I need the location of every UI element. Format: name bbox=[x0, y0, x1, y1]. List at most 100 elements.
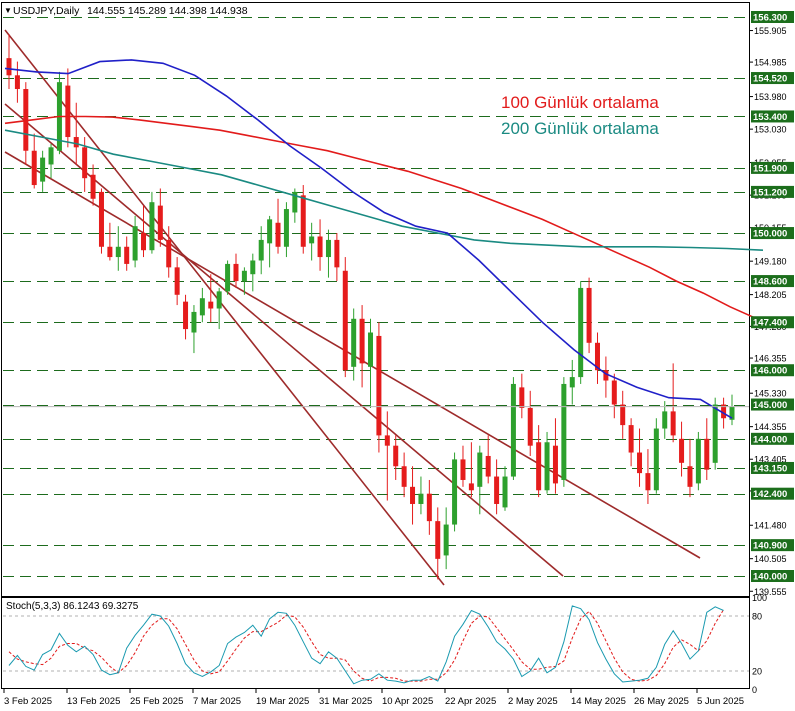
level-badge-label: 143.150 bbox=[753, 463, 787, 474]
stoch-tick-label: 80 bbox=[752, 612, 762, 622]
channel-line bbox=[4, 29, 445, 586]
price-tick-label: 148.205 bbox=[754, 290, 787, 300]
candle-body bbox=[191, 311, 197, 333]
candle-body bbox=[31, 150, 37, 186]
time-tick-label: 2 May 2025 bbox=[508, 696, 558, 707]
price-tick-label: 153.980 bbox=[754, 92, 787, 102]
main-chart-panel bbox=[1, 2, 750, 597]
time-tick-label: 31 Mar 2025 bbox=[319, 696, 372, 707]
level-badge-label: 140.000 bbox=[753, 572, 787, 583]
candles bbox=[6, 34, 735, 580]
candle-body bbox=[250, 260, 256, 275]
level-badge bbox=[751, 110, 794, 123]
stoch-tick-label: 100 bbox=[752, 593, 767, 603]
candle-body bbox=[477, 452, 483, 487]
candle-body bbox=[569, 377, 575, 388]
level-badge-label: 154.520 bbox=[753, 74, 787, 85]
time-tick-label: 25 Feb 2025 bbox=[130, 696, 183, 707]
collapse-arrow-icon[interactable]: ▼ bbox=[4, 6, 12, 15]
level-badge bbox=[751, 432, 794, 445]
symbol-label: USDJPY,Daily bbox=[13, 5, 80, 17]
time-tick-label: 3 Feb 2025 bbox=[4, 696, 52, 707]
candle-body bbox=[687, 466, 693, 487]
candle-body bbox=[611, 380, 617, 405]
price-tick-label: 144.355 bbox=[754, 422, 787, 432]
candle-body bbox=[645, 473, 651, 491]
candle-body bbox=[115, 246, 121, 258]
candle-body bbox=[494, 476, 500, 504]
candle-body bbox=[325, 239, 331, 258]
level-badge-label: 147.400 bbox=[753, 318, 787, 329]
candle-body bbox=[662, 411, 668, 429]
time-tick-label: 22 Apr 2025 bbox=[445, 696, 496, 707]
ohlc-values: 144.555 145.289 144.398 144.938 bbox=[87, 5, 248, 17]
candle-body bbox=[14, 75, 20, 90]
candle-body bbox=[267, 219, 273, 244]
stoch-axis: 100 80 20 0 bbox=[752, 593, 767, 695]
candle-body bbox=[132, 226, 138, 261]
candle-body bbox=[460, 459, 466, 480]
candle-body bbox=[65, 85, 71, 138]
ma200-annotation: 200 Günlük ortalama bbox=[501, 119, 659, 138]
candle-body bbox=[166, 239, 172, 268]
candle-body bbox=[149, 202, 155, 251]
price-tick-label: 140.505 bbox=[754, 554, 787, 564]
level-badge bbox=[751, 227, 794, 240]
candle-body bbox=[637, 452, 643, 474]
price-tick-label: 149.180 bbox=[754, 257, 787, 267]
level-badge-label: 146.000 bbox=[753, 366, 787, 377]
candle-body bbox=[670, 411, 676, 436]
candle-body bbox=[73, 137, 79, 148]
ma100-line bbox=[4, 115, 758, 320]
horizontal-levels bbox=[3, 17, 749, 577]
price-tick-label: 146.355 bbox=[754, 354, 787, 364]
stoch-tick-label: 20 bbox=[752, 667, 762, 677]
candle-body bbox=[594, 342, 600, 371]
stoch-k-line bbox=[8, 605, 724, 685]
level-badge bbox=[751, 570, 794, 582]
candle-body bbox=[90, 174, 96, 199]
stoch-title: Stoch(5,3,3) 86.1243 69.3275 bbox=[6, 601, 139, 612]
stoch-lines bbox=[3, 605, 749, 685]
candle-body bbox=[216, 291, 222, 309]
candle-body bbox=[98, 191, 104, 247]
candle-body bbox=[435, 521, 441, 559]
candle-body bbox=[653, 428, 659, 491]
level-badge-label: 142.400 bbox=[753, 489, 787, 500]
time-tick-label: 13 Feb 2025 bbox=[67, 696, 120, 707]
candle-body bbox=[342, 270, 348, 371]
candle-body bbox=[107, 246, 113, 258]
candle-body bbox=[729, 406, 735, 420]
candle-body bbox=[384, 435, 390, 446]
level-badge-label: 145.000 bbox=[753, 400, 787, 411]
level-badge-label: 148.600 bbox=[753, 277, 787, 288]
candle-body bbox=[721, 404, 727, 419]
candle-body bbox=[561, 383, 567, 480]
candle-body bbox=[82, 147, 88, 179]
candle-body bbox=[393, 445, 399, 467]
candle-body bbox=[620, 404, 626, 426]
level-badges: 156.300 154.520 153.400 151.900 151.200 150.0… bbox=[3, 11, 794, 583]
level-badge-label: 151.200 bbox=[753, 187, 787, 198]
price-tick-label: 141.480 bbox=[754, 521, 787, 531]
candle-body bbox=[233, 263, 239, 282]
level-badge bbox=[751, 185, 794, 198]
candle-body bbox=[376, 335, 382, 436]
ma100-annotation: 100 Günlük ortalama bbox=[501, 93, 659, 112]
price-tick-label: 143.405 bbox=[754, 455, 787, 465]
level-badge bbox=[751, 487, 794, 500]
time-tick-label: 10 Apr 2025 bbox=[382, 696, 433, 707]
candle-body bbox=[6, 58, 12, 76]
candle-body bbox=[141, 233, 147, 251]
level-badge bbox=[751, 461, 794, 474]
level-badge-label: 140.900 bbox=[753, 541, 787, 552]
level-badge-label: 153.400 bbox=[753, 112, 787, 123]
candle-body bbox=[704, 438, 710, 470]
candle-body bbox=[519, 387, 525, 408]
level-badge bbox=[751, 275, 794, 288]
level-badge-label: 150.000 bbox=[753, 229, 787, 240]
candle-body bbox=[368, 332, 373, 367]
level-badge bbox=[751, 364, 794, 377]
candle-body bbox=[300, 195, 306, 247]
